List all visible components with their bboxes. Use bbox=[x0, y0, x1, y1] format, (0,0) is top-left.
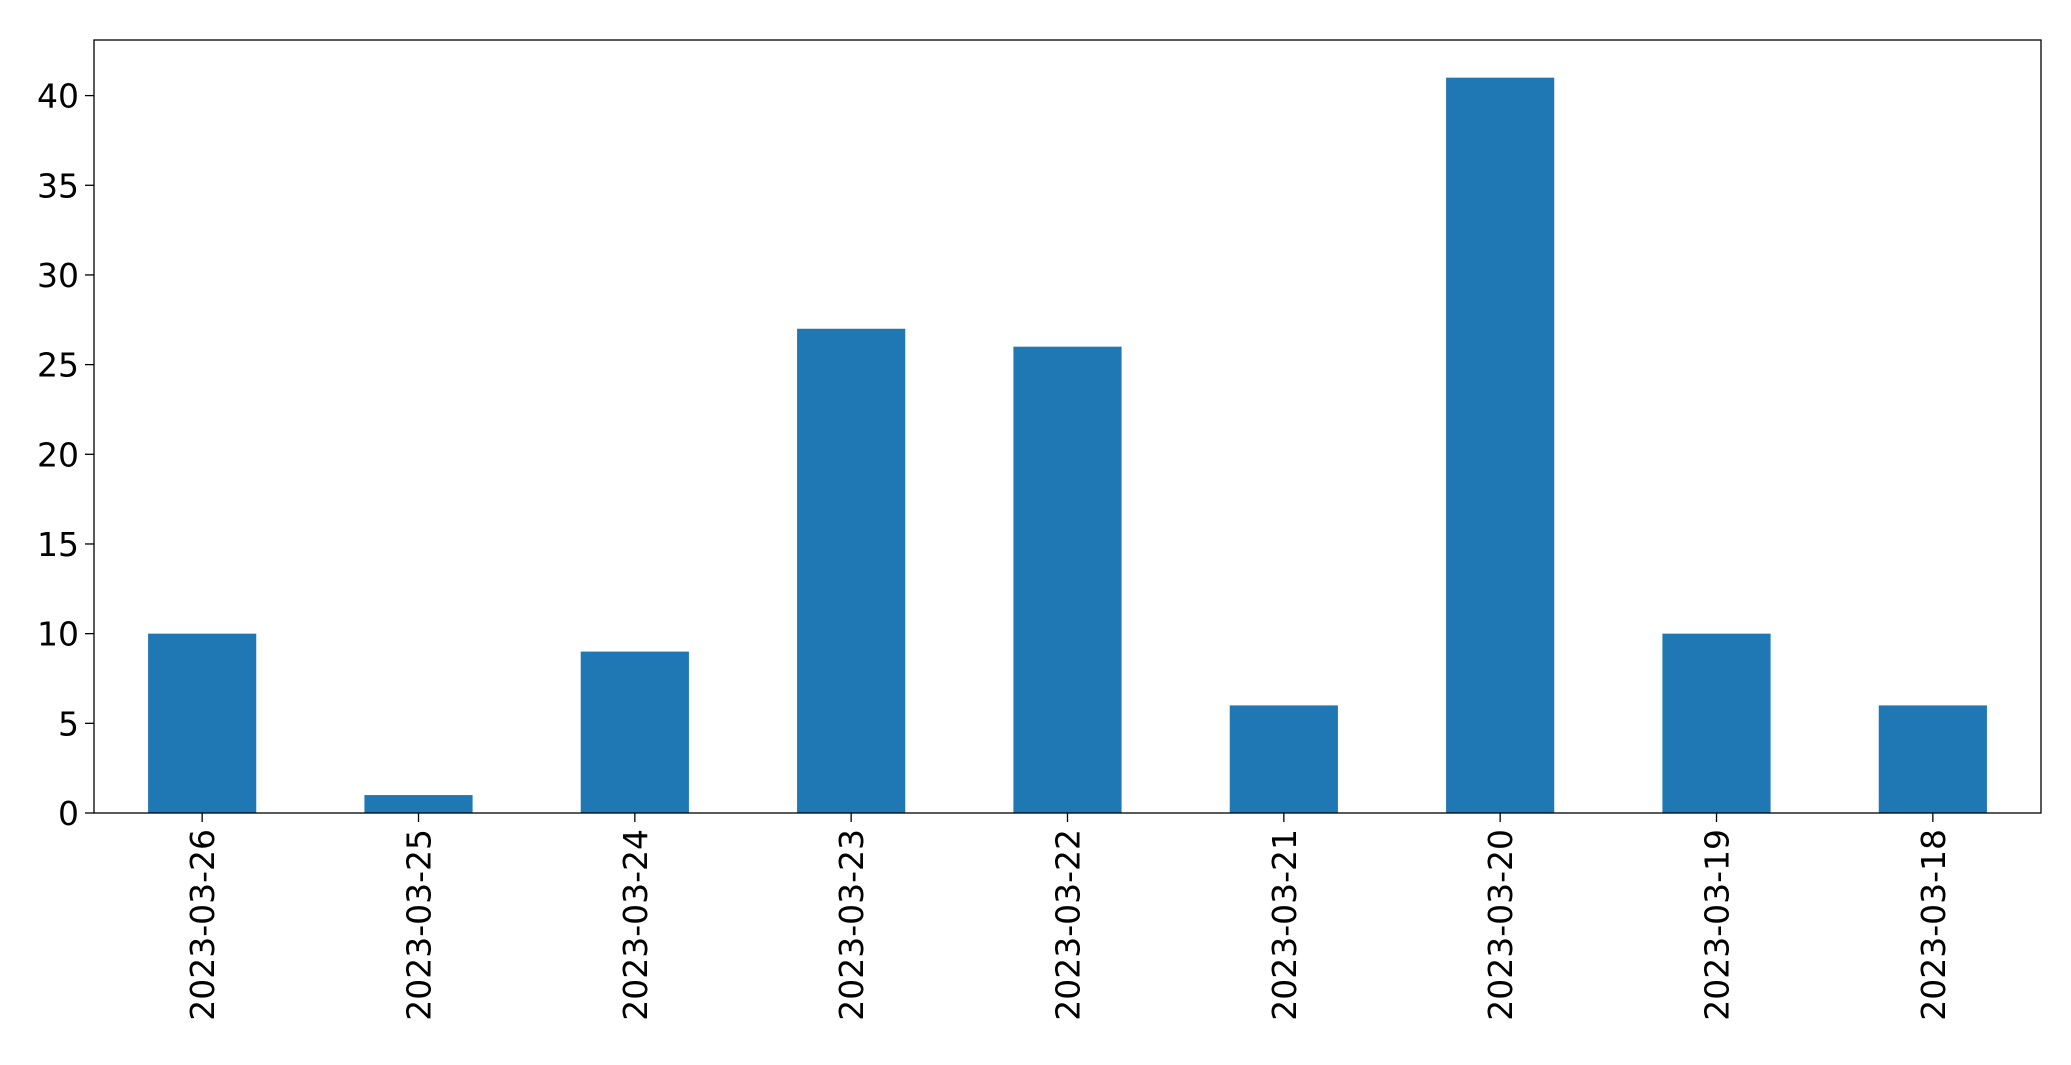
bars-layer bbox=[148, 77, 1987, 813]
y-tick-label: 0 bbox=[58, 794, 79, 833]
x-axis: 2023-03-26 2023-03-25 2023-03-24 2023-03-23… bbox=[183, 813, 1953, 1021]
x-tick-label: 2023-03-21 bbox=[1265, 829, 1304, 1021]
bar-2023-03-21 bbox=[1229, 705, 1338, 813]
bar-2023-03-20 bbox=[1446, 77, 1555, 813]
bar-2023-03-19 bbox=[1662, 633, 1771, 813]
x-tick-label: 2023-03-20 bbox=[1481, 829, 1520, 1021]
x-tick-label: 2023-03-19 bbox=[1698, 829, 1737, 1021]
x-tick-label: 2023-03-22 bbox=[1049, 829, 1088, 1021]
bar-2023-03-26 bbox=[148, 633, 257, 813]
y-tick-label: 10 bbox=[37, 615, 79, 654]
x-tick-label: 2023-03-25 bbox=[400, 829, 439, 1021]
bar-2023-03-24 bbox=[580, 651, 689, 813]
x-tick-label: 2023-03-18 bbox=[1914, 829, 1953, 1021]
x-tick-label: 2023-03-23 bbox=[832, 829, 871, 1021]
y-tick-label: 15 bbox=[37, 525, 79, 564]
y-axis: 0 5 10 15 20 25 30 35 40 bbox=[37, 77, 94, 833]
bar-2023-03-25 bbox=[364, 795, 473, 813]
bar-2023-03-23 bbox=[797, 328, 906, 813]
bar-2023-03-18 bbox=[1878, 705, 1987, 813]
y-tick-label: 25 bbox=[37, 346, 79, 385]
x-tick-label: 2023-03-24 bbox=[616, 829, 655, 1021]
y-tick-label: 35 bbox=[37, 166, 79, 205]
x-tick-label: 2023-03-26 bbox=[183, 829, 222, 1021]
y-tick-label: 5 bbox=[58, 704, 79, 743]
plot-area-frame bbox=[93, 39, 2042, 814]
y-tick-label: 40 bbox=[37, 77, 79, 116]
y-tick-label: 30 bbox=[37, 256, 79, 295]
bar-2023-03-22 bbox=[1013, 346, 1122, 813]
y-tick-label: 20 bbox=[37, 435, 79, 474]
